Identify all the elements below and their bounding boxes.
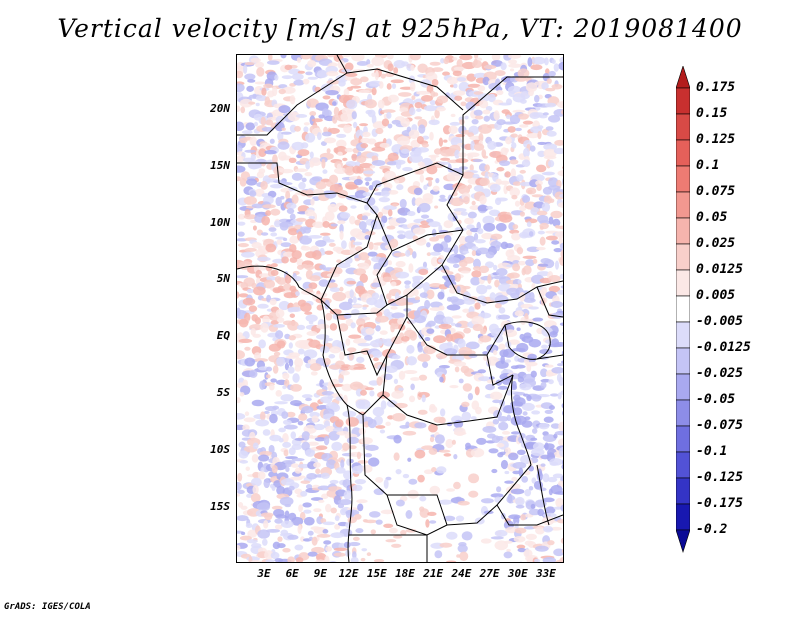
lat-tick-label: 5S	[216, 386, 230, 399]
lon-tick-label: 6E	[285, 567, 299, 580]
colorbar-label: 0.025	[696, 236, 736, 251]
colorbar-swatch	[676, 321, 690, 349]
colorbar-bottom-arrow	[676, 529, 690, 553]
colorbar-label: 0.125	[696, 132, 736, 147]
lon-tick-label: 30E	[507, 567, 528, 580]
colorbar-label: 0.175	[696, 80, 736, 95]
colorbar-label: -0.005	[696, 314, 743, 329]
colorbar-label: -0.025	[696, 366, 743, 381]
colorbar-label: -0.1	[696, 444, 728, 459]
lon-tick-label: 24E	[451, 567, 472, 580]
colorbar-swatch	[676, 243, 690, 271]
colorbar-swatch	[676, 165, 690, 193]
colorbar-swatch	[676, 87, 690, 115]
country-border	[237, 76, 563, 204]
colorbar-swatch	[676, 191, 690, 219]
colorbar-swatch	[676, 295, 690, 323]
colorbar-label: 0.005	[696, 288, 736, 303]
country-border	[536, 354, 563, 360]
coastline	[237, 265, 353, 562]
colorbar-label: -0.0125	[696, 340, 751, 355]
lake-victoria	[504, 321, 551, 360]
country-border	[320, 299, 388, 316]
colorbar-label: 0.0125	[696, 262, 743, 277]
colorbar-label: 0.05	[696, 210, 728, 225]
lat-tick-label: EQ	[216, 329, 230, 343]
colorbar-swatch	[676, 373, 690, 401]
colorbar-label: 0.15	[696, 106, 728, 121]
lake-malawi	[536, 464, 550, 526]
colorbar-swatch	[676, 451, 690, 479]
lat-tick-label: 10S	[210, 442, 230, 456]
colorbar-swatch	[676, 503, 690, 531]
country-border	[406, 316, 506, 356]
lon-tick-label: 27E	[479, 567, 500, 580]
lon-tick-label: 9E	[313, 567, 328, 580]
country-border	[336, 55, 348, 74]
country-border	[496, 504, 563, 526]
lat-tick-label: 20N	[210, 102, 230, 115]
country-border	[536, 286, 563, 318]
grads-credit: GrADS: IGES/COLA	[4, 602, 91, 612]
country-border	[441, 174, 563, 304]
colorbar-label: 0.1	[696, 158, 720, 173]
lat-tick-label: 10N	[210, 215, 230, 229]
country-border	[376, 214, 464, 252]
colorbar-swatch	[676, 217, 690, 245]
lon-tick-label: 21E	[423, 567, 444, 580]
colorbar-label: -0.175	[696, 496, 743, 511]
colorbar-swatch	[676, 399, 690, 427]
lon-tick-label: 3E	[257, 567, 271, 580]
country-border	[486, 354, 514, 386]
colorbar-swatch	[676, 113, 690, 141]
lon-tick-label: 33E	[536, 567, 556, 580]
lake-tanganyika	[510, 374, 532, 466]
colorbar-swatch	[676, 269, 690, 297]
vertical-velocity-field	[237, 55, 563, 562]
colorbar-label: -0.125	[696, 470, 743, 485]
lon-tick-label: 12E	[338, 567, 359, 580]
colorbar-swatch	[676, 347, 690, 375]
chart-title: Vertical velocity [m/s] at 925hPa, VT: 2…	[57, 14, 743, 43]
lat-tick-label: 15N	[210, 158, 230, 172]
colorbar-top-arrow	[676, 66, 690, 89]
colorbar-swatch	[676, 425, 690, 453]
colorbar-label: -0.075	[696, 418, 743, 433]
country-border	[362, 414, 532, 526]
colorbar-label: -0.05	[696, 392, 736, 407]
lat-tick-label: 5N	[216, 272, 230, 286]
country-border	[386, 494, 448, 536]
colorbar-label: 0.075	[696, 184, 736, 199]
lon-tick-label: 15E	[366, 567, 387, 580]
colorbar-label: -0.2	[696, 522, 728, 537]
colorbar-swatch	[676, 139, 690, 167]
colorbar	[676, 66, 690, 553]
country-border	[320, 202, 378, 301]
lat-tick-label: 15S	[210, 499, 230, 513]
colorbar-swatch	[676, 477, 690, 505]
lon-tick-label: 18E	[395, 567, 415, 580]
country-border	[349, 534, 428, 562]
map-panel	[236, 54, 564, 563]
